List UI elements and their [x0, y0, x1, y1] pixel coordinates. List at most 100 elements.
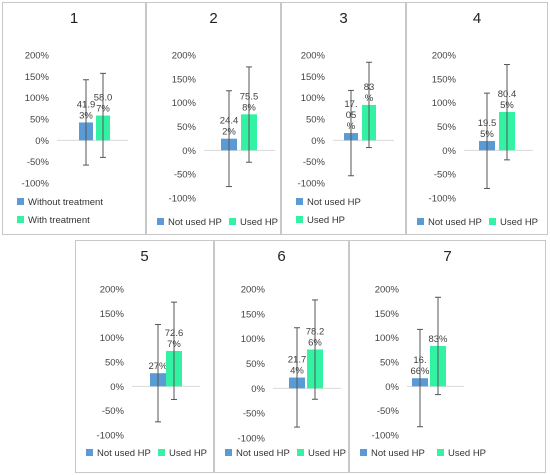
legend-swatch [229, 218, 236, 225]
chart-title: 2 [209, 10, 218, 27]
legend-label: Used HP [240, 217, 279, 228]
y-tick-label: 150% [25, 72, 50, 83]
data-label: 17. 05% [344, 99, 357, 132]
y-tick-label: 100% [100, 333, 125, 344]
y-tick-label: 50% [437, 122, 457, 133]
chart-plot: 200% 150% 100% 50% 0% -50% -100% 24.4 2%75.5 8% [169, 51, 275, 205]
y-tick-label: 50% [380, 358, 400, 369]
y-tick-label: 100% [241, 334, 266, 345]
chart-plot: 200% 150% 100% 50% 0% -50% -100% 41.9 3%58.0 7% [22, 51, 128, 190]
data-label: 58.0 7% [94, 93, 113, 115]
chart-panel-4: 4 200% 150% 100% 50% 0% -50% -100% 19.5 5% 80.4 5% N… [406, 2, 548, 235]
y-tick-label: -50% [303, 157, 326, 168]
legend-label: Used HP [500, 217, 539, 228]
legend-item: Used HP [229, 217, 278, 228]
data-label: 75.5 8% [240, 91, 259, 113]
legend-label: Used HP [448, 448, 487, 459]
y-tick-label: -100% [238, 434, 266, 445]
legend-swatch [297, 449, 304, 456]
y-tick-label: 150% [172, 74, 197, 85]
data-label: 27% [148, 361, 168, 372]
chart-title: 6 [277, 248, 286, 265]
y-tick-label: 150% [375, 309, 400, 320]
legend-item: Not used HP [157, 217, 222, 228]
legend-label: With treatment [28, 215, 90, 226]
legend-item: Not used HP [417, 217, 482, 228]
y-tick-label: 150% [241, 309, 266, 320]
chart-panel-6: 6 200% 150% 100% 50% 0% -50% -100% 21.7 4% 78.2 6% N… [214, 240, 349, 473]
data-label: 41.9 3% [77, 99, 96, 121]
legend-swatch [489, 218, 496, 225]
y-tick-label: 50% [306, 115, 326, 126]
legend-item: Not used HP [225, 448, 290, 459]
legend-label: Without treatment [28, 197, 103, 208]
chart-panel-2: 2 200% 150% 100% 50% 0% -50% -100% 24.4 2% 75.5 8% N… [146, 2, 281, 235]
y-tick-label: 100% [172, 98, 197, 109]
legend-label: Used HP [308, 448, 347, 459]
y-tick-label: 50% [246, 359, 266, 370]
y-tick-label: 150% [432, 74, 457, 85]
y-tick-label: 100% [25, 93, 50, 104]
y-tick-label: 50% [177, 122, 197, 133]
y-tick-label: 200% [25, 51, 50, 62]
legend-item: Not used HP [86, 448, 151, 459]
y-tick-label: -50% [102, 406, 125, 417]
y-tick-label: 200% [172, 51, 197, 62]
legend-swatch [158, 449, 165, 456]
legend-swatch [296, 198, 303, 205]
legend-item: Used HP [296, 215, 345, 226]
y-tick-label: 0% [385, 382, 399, 393]
legend-item: Used HP [158, 448, 207, 459]
chart-title: 1 [69, 10, 79, 27]
chart-plot: 200% 150% 100% 50% 0% -50% -100% 16. 66% 83% [372, 285, 464, 442]
y-tick-label: 0% [110, 382, 124, 393]
chart-title: 3 [339, 10, 348, 27]
y-tick-label: -100% [169, 194, 197, 205]
y-tick-label: 0% [35, 136, 49, 147]
chart-title: 5 [140, 248, 149, 265]
legend-swatch [225, 449, 232, 456]
legend-swatch [86, 449, 93, 456]
legend-label: Not used HP [236, 448, 290, 459]
chart-plot: 200% 150% 100% 50% 0% -50% -100% 17. 05 % 83% [298, 51, 394, 190]
y-tick-label: 0% [251, 384, 265, 395]
y-tick-label: -50% [243, 409, 266, 420]
chart-plot: 200% 150% 100% 50% 0% -50% -100% 19.5 5%80.4 5% [429, 51, 533, 205]
y-tick-label: 50% [30, 115, 50, 126]
y-tick-label: -100% [298, 179, 326, 190]
y-tick-label: 200% [432, 51, 457, 62]
chart-plot: 200% 150% 100% 50% 0% -50% -100% 27% 72.6 7% [97, 285, 200, 442]
legend-item: Used HP [489, 217, 538, 228]
legend-label: Not used HP [371, 448, 425, 459]
legend-swatch [360, 449, 367, 456]
y-tick-label: 200% [100, 285, 125, 296]
y-tick-label: -50% [377, 406, 400, 417]
legend-label: Not used HP [168, 217, 222, 228]
legend-label: Not used HP [428, 217, 482, 228]
y-tick-label: -100% [429, 194, 457, 205]
y-tick-label: 100% [375, 333, 400, 344]
data-label: 24.4 2% [220, 116, 239, 138]
legend-item: Not used HP [360, 448, 425, 459]
legend-item: With treatment [17, 215, 90, 226]
y-tick-label: 200% [301, 51, 326, 62]
y-tick-label: -100% [97, 431, 125, 442]
y-tick-label: -50% [434, 170, 457, 181]
y-tick-label: -50% [27, 157, 50, 168]
chart-plot: 200% 150% 100% 50% 0% -50% -100% 21.7 4% 78.2 6% [238, 285, 341, 445]
y-tick-label: -50% [174, 170, 197, 181]
chart-panel-1: 1 200% 150% 100% 50% 0% -50% -100% 41.9 3% 58.0 7% W… [2, 2, 146, 235]
chart-title: 4 [472, 10, 482, 27]
legend-swatch [437, 449, 444, 456]
y-tick-label: 100% [301, 93, 326, 104]
legend-label: Not used HP [97, 448, 151, 459]
legend-item: Without treatment [17, 197, 103, 208]
legend-label: Not used HP [307, 197, 361, 208]
chart-panel-3: 3 200% 150% 100% 50% 0% -50% -100% 17. 05% 83% Not … [281, 2, 406, 235]
y-tick-label: 150% [100, 309, 125, 320]
data-label: 72.6 7% [165, 328, 184, 350]
data-label: 83% [428, 334, 448, 345]
y-tick-label: 100% [432, 98, 457, 109]
y-tick-label: 0% [311, 136, 325, 147]
chart-panel-7: 7 200% 150% 100% 50% 0% -50% -100% 16. 66% 83% Not … [349, 240, 546, 473]
